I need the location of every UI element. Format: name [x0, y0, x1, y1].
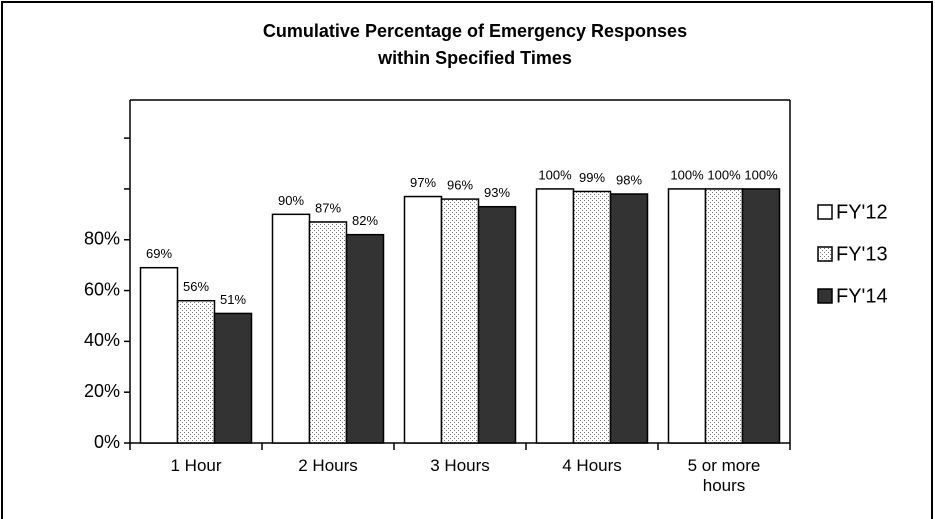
bar [403, 195, 443, 444]
x-tick-label: 1 Hour [170, 456, 222, 475]
bar [308, 221, 348, 444]
value-label: 56% [183, 279, 209, 294]
value-label: 100% [744, 167, 778, 182]
x-label-box: 5 or more hours [687, 456, 761, 495]
chart-title: within Specified Times [377, 48, 572, 68]
legend-label: FY'12 [836, 201, 888, 223]
value-label: 100% [670, 167, 704, 182]
y-tick-label: 20% [84, 381, 120, 401]
value-label: 100% [538, 167, 572, 182]
legend-label: FY'13 [836, 243, 888, 265]
legend-label: FY'14 [836, 285, 888, 307]
y-tick-label: 60% [84, 279, 120, 299]
value-label: 96% [447, 178, 473, 193]
legend-swatch [817, 204, 833, 220]
bar [176, 299, 216, 444]
bar [440, 198, 480, 444]
value-label: 99% [579, 170, 605, 185]
legend-swatch [817, 246, 833, 262]
x-label-box: 4 Hours [562, 456, 622, 475]
x-tick-label: 5 or more hours [687, 456, 761, 495]
bar [667, 188, 707, 444]
y-tick-label: 40% [84, 330, 120, 350]
value-label: 98% [616, 172, 642, 187]
bar [213, 312, 253, 444]
bar [477, 205, 517, 444]
y-tick-label: 80% [84, 228, 120, 248]
bar [345, 233, 385, 444]
x-tick-label: 4 Hours [562, 456, 622, 475]
x-label-box: 1 Hour [170, 456, 222, 475]
bar [741, 188, 781, 444]
x-label-box: 2 Hours [298, 456, 358, 475]
value-label: 97% [410, 175, 436, 190]
bar [271, 213, 311, 444]
bar [704, 188, 744, 444]
value-label: 93% [484, 185, 510, 200]
bar [535, 188, 575, 444]
bar [609, 193, 649, 444]
value-label: 69% [146, 246, 172, 261]
value-label: 82% [352, 213, 378, 228]
value-label: 100% [707, 167, 741, 182]
x-label-box: 3 Hours [430, 456, 490, 475]
chart-title: Cumulative Percentage of Emergency Respo… [263, 21, 687, 41]
x-tick-label: 3 Hours [430, 456, 490, 475]
legend-swatch [817, 288, 833, 304]
x-tick-label: 2 Hours [298, 456, 358, 475]
value-label: 90% [278, 193, 304, 208]
bar [572, 190, 612, 444]
value-label: 87% [315, 200, 341, 215]
value-label: 51% [220, 292, 246, 307]
y-tick-label: 0% [94, 432, 120, 452]
bar [139, 266, 179, 444]
